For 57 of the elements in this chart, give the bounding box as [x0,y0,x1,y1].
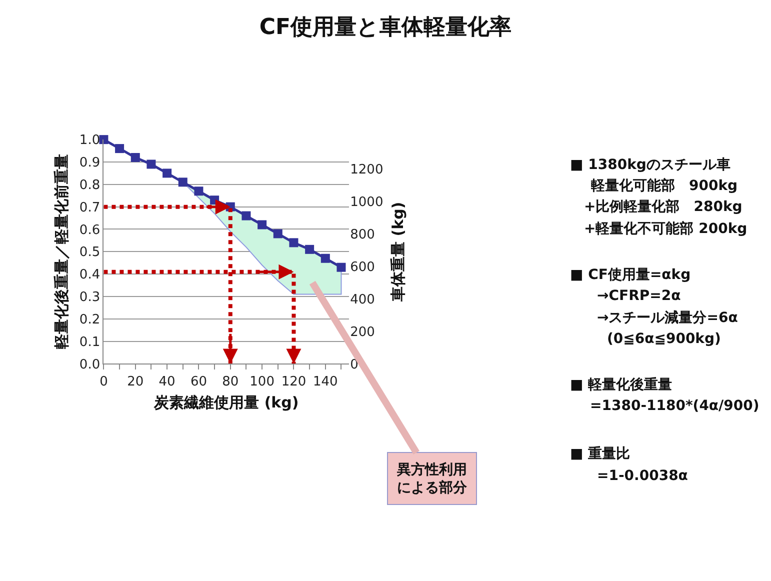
chart-title: CF使用量と車体軽量化率 [259,14,512,40]
text: →CFRP=2α [597,288,682,304]
x-tick-label: 20 [127,374,144,390]
x-tick-label: 0 [100,374,108,390]
y-tick-label: 0.2 [79,312,100,328]
text: +比例軽量化部 280kg [584,198,742,215]
y2-tick-label: 1000 [350,194,384,210]
text: ■ 1380kgのスチール車 [570,157,730,173]
point [320,254,330,263]
point [242,211,251,220]
text: 異方性利用による部分 [396,461,468,496]
y-axis-title: 軽量化後重量／軽量化前重量 [52,154,71,350]
point [178,178,188,187]
point [146,160,156,169]
x-tick-label: 80 [222,374,239,390]
x-tick-label: 40 [158,374,176,390]
x-tick-label: 140 [312,374,338,390]
text: =1380-1180*(4α/900) [590,398,760,414]
point [99,135,108,144]
y2-tick-label: 1200 [350,162,384,178]
point [273,229,282,238]
y2-tick-label: 400 [350,292,375,308]
y2-tick-label: 200 [350,324,375,340]
point [194,186,204,196]
y-tick-label: 1.0 [79,133,100,148]
y2-tick-label: 800 [350,227,375,242]
point [305,244,314,254]
y2-tick-label: 600 [350,260,375,275]
x-axis-title: 炭素繊維使用量 (kg) [153,393,299,412]
y2-tick-label: 0 [350,357,358,372]
text: =1-0.0038α [597,468,688,484]
y-tick-label: 0.4 [79,268,100,283]
x-tick-label: 120 [281,374,306,390]
text: (0≦6α≦900kg) [607,331,721,347]
y-tick-label: 0.3 [79,290,100,306]
point [130,153,140,162]
y-tick-label: 0.6 [79,222,100,238]
point [336,262,346,272]
text: ■ 軽量化後重量 [570,377,672,393]
x-tick-label: 100 [250,374,274,390]
text: ■ CF使用量=αkg [570,267,691,283]
point [162,168,172,178]
text: +軽量化不可能部 200kg [584,220,748,237]
y-tick-label: 0.8 [79,178,100,193]
x-tick-label: 60 [190,374,207,390]
text: ■ 重量比 [570,446,630,462]
y-tick-label: 0.7 [79,200,100,216]
y-tick-label: 0.5 [79,245,100,260]
y-tick-label: 0.0 [79,357,100,372]
point [289,238,298,248]
point [115,144,124,154]
y2-axis-title: 車体重量 (kg) [389,202,408,302]
y-tick-label: 0.1 [79,334,100,350]
text: →スチール減量分=6α [597,310,738,326]
text: 軽量化可能部 900kg [590,177,738,194]
point [258,220,267,230]
y-tick-label: 0.9 [79,156,100,171]
